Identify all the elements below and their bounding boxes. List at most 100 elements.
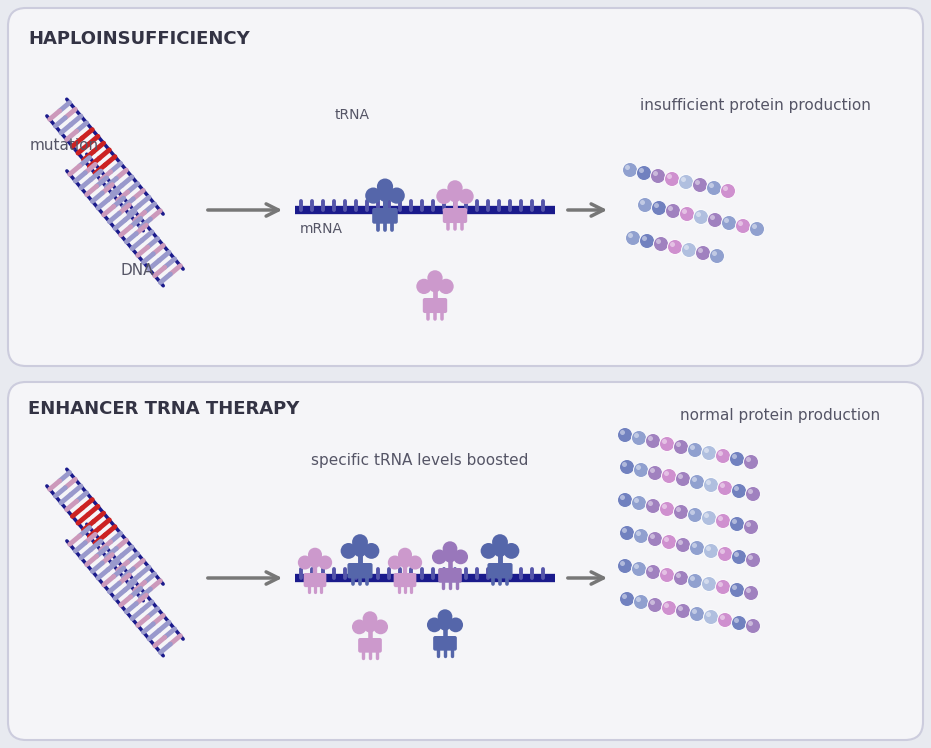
Circle shape [298, 556, 312, 569]
Circle shape [448, 180, 463, 195]
Ellipse shape [642, 236, 647, 241]
Ellipse shape [730, 583, 745, 598]
Ellipse shape [735, 218, 750, 233]
Ellipse shape [718, 451, 723, 456]
FancyBboxPatch shape [398, 554, 412, 565]
Ellipse shape [622, 594, 627, 599]
Ellipse shape [625, 165, 630, 170]
Ellipse shape [668, 239, 682, 254]
Text: tRNA: tRNA [335, 108, 370, 122]
Ellipse shape [673, 440, 689, 455]
Circle shape [388, 188, 405, 203]
FancyBboxPatch shape [448, 188, 462, 200]
Text: insufficient protein production: insufficient protein production [640, 97, 870, 112]
Ellipse shape [695, 180, 700, 185]
Ellipse shape [647, 465, 663, 480]
FancyBboxPatch shape [308, 554, 321, 565]
FancyBboxPatch shape [358, 638, 382, 653]
Ellipse shape [648, 436, 653, 441]
Ellipse shape [631, 562, 646, 577]
Ellipse shape [718, 516, 723, 521]
Circle shape [492, 534, 508, 550]
Ellipse shape [738, 221, 743, 226]
Ellipse shape [694, 209, 708, 224]
Ellipse shape [634, 433, 639, 438]
Ellipse shape [698, 248, 703, 253]
Ellipse shape [748, 489, 753, 494]
Ellipse shape [620, 495, 625, 500]
FancyBboxPatch shape [363, 619, 377, 631]
Circle shape [318, 556, 332, 569]
Ellipse shape [650, 600, 655, 605]
Ellipse shape [662, 570, 667, 575]
Circle shape [341, 543, 357, 559]
Ellipse shape [720, 483, 725, 488]
Ellipse shape [693, 177, 708, 192]
Circle shape [352, 534, 368, 550]
Circle shape [442, 542, 457, 556]
Ellipse shape [709, 248, 724, 263]
Text: ENHANCER TRNA THERAPY: ENHANCER TRNA THERAPY [28, 400, 300, 418]
FancyBboxPatch shape [439, 616, 452, 628]
Circle shape [354, 545, 366, 557]
Circle shape [388, 556, 402, 569]
Ellipse shape [709, 183, 714, 188]
Ellipse shape [690, 607, 705, 622]
Ellipse shape [626, 230, 641, 245]
Ellipse shape [634, 564, 639, 569]
Ellipse shape [692, 543, 697, 548]
Circle shape [480, 543, 496, 559]
Ellipse shape [676, 538, 691, 553]
FancyBboxPatch shape [443, 548, 457, 560]
Text: normal protein production: normal protein production [680, 408, 880, 423]
Ellipse shape [619, 526, 635, 541]
Circle shape [377, 179, 393, 194]
Ellipse shape [617, 559, 632, 574]
Ellipse shape [648, 567, 653, 572]
Ellipse shape [634, 498, 639, 503]
FancyBboxPatch shape [8, 382, 923, 740]
Ellipse shape [638, 197, 653, 212]
Ellipse shape [664, 537, 669, 542]
Ellipse shape [631, 431, 646, 446]
Ellipse shape [710, 215, 715, 220]
Ellipse shape [723, 186, 728, 191]
Ellipse shape [639, 168, 644, 173]
FancyBboxPatch shape [488, 563, 513, 578]
Ellipse shape [650, 534, 655, 539]
Ellipse shape [670, 242, 675, 247]
Ellipse shape [690, 541, 705, 556]
Ellipse shape [654, 203, 659, 208]
Ellipse shape [647, 532, 663, 547]
Ellipse shape [687, 507, 703, 523]
Ellipse shape [662, 504, 667, 509]
FancyBboxPatch shape [378, 186, 392, 199]
Ellipse shape [692, 609, 697, 614]
Text: HAPLOINSUFFICIENCY: HAPLOINSUFFICIENCY [28, 30, 250, 48]
Circle shape [379, 189, 391, 202]
Ellipse shape [619, 592, 635, 607]
Ellipse shape [732, 616, 747, 631]
Ellipse shape [662, 601, 677, 616]
Circle shape [439, 279, 453, 294]
Ellipse shape [732, 454, 737, 459]
Ellipse shape [746, 619, 761, 634]
Ellipse shape [734, 618, 739, 623]
Ellipse shape [748, 555, 753, 560]
Ellipse shape [716, 449, 731, 464]
FancyBboxPatch shape [443, 208, 467, 223]
FancyBboxPatch shape [394, 573, 416, 587]
Ellipse shape [647, 598, 663, 613]
Ellipse shape [690, 576, 695, 581]
Ellipse shape [718, 480, 733, 495]
Ellipse shape [662, 468, 677, 483]
Ellipse shape [633, 529, 649, 544]
Ellipse shape [676, 604, 691, 619]
Ellipse shape [650, 468, 655, 473]
Ellipse shape [622, 462, 627, 467]
Ellipse shape [746, 553, 761, 568]
Ellipse shape [648, 501, 653, 506]
Circle shape [427, 618, 441, 632]
Ellipse shape [730, 517, 745, 532]
Ellipse shape [706, 612, 711, 617]
